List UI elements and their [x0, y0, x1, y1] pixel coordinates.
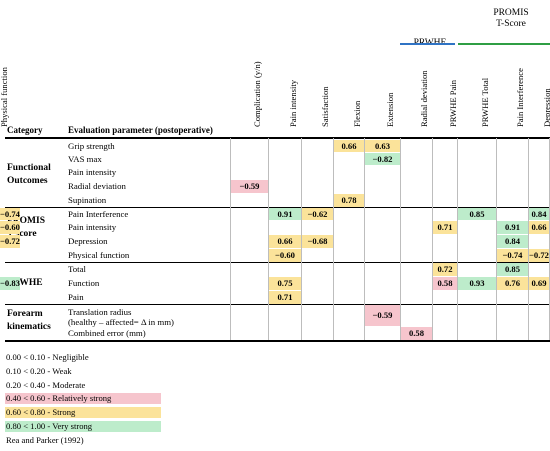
correlation-cell: −0.74 — [0, 207, 20, 220]
column-header: Satisfaction — [320, 86, 330, 127]
parameter-label: VAS max — [68, 154, 102, 164]
legend-entry: 0.60 < 0.80 - Strong — [5, 407, 161, 418]
correlation-cell: 0.75 — [269, 276, 301, 290]
group-bar-promis — [458, 43, 550, 45]
correlation-cell: 0.84 — [497, 234, 528, 248]
grid-line — [301, 138, 302, 340]
category-label: PROMIS T-score — [7, 216, 45, 239]
parameter-label: Pain intensity — [68, 222, 117, 232]
correlation-cell: 0.93 — [458, 276, 496, 290]
correlation-cell: 0.58 — [433, 276, 457, 290]
parameter-label: Pain Interference — [68, 209, 129, 219]
grid-line — [400, 138, 401, 340]
grid-line — [496, 138, 497, 340]
correlation-cell: −0.59 — [365, 304, 400, 326]
correlation-cell: 0.71 — [433, 220, 457, 234]
parameter-label: Pain — [68, 292, 84, 302]
correlation-cell: −0.60 — [0, 220, 20, 234]
column-header: Extension — [385, 92, 395, 127]
parameter-label: Supination — [68, 195, 107, 205]
column-header: Pain intensity — [287, 79, 298, 127]
correlation-cell: −0.60 — [269, 248, 301, 262]
correlation-cell: 0.85 — [497, 262, 528, 276]
group-label-promis: PROMIS T-Score — [493, 8, 529, 29]
column-header: PRWHE Pain — [447, 79, 458, 127]
column-header: Flexion — [351, 100, 362, 127]
group-bar-prwhe — [400, 43, 455, 45]
correlation-cell: −0.82 — [365, 152, 400, 165]
correlation-cell: 0.72 — [433, 262, 457, 276]
section-rule — [5, 304, 550, 305]
correlation-cell: 0.91 — [497, 220, 528, 234]
header-top-rule — [5, 137, 550, 139]
legend-entry: 0.80 < 1.00 - Very strong — [5, 421, 161, 432]
correlation-cell: −0.59 — [231, 179, 268, 193]
parameter-label: Total — [68, 264, 86, 274]
correlation-cell: −0.74 — [497, 248, 528, 262]
parameter-label: Physical function — [68, 250, 130, 260]
parameter-label: Grip strength — [68, 141, 115, 151]
correlation-cell: 0.71 — [269, 290, 301, 304]
correlation-cell: 0.63 — [365, 139, 400, 152]
column-header: Radial deviation — [419, 70, 429, 127]
correlation-cell: 0.69 — [529, 276, 549, 290]
category-label: Forearm kinematics — [7, 309, 51, 332]
category-label: Functional Outcomes — [7, 163, 51, 186]
correlation-cell: −0.62 — [302, 207, 333, 220]
parameter-label: Combined error (mm) — [68, 328, 146, 338]
legend-entry: 0.00 < 0.10 - Negligible — [6, 352, 89, 362]
grid-line — [364, 138, 365, 340]
grid-line — [230, 138, 231, 340]
correlation-cell: 0.76 — [497, 276, 528, 290]
column-header: PRWHE Total — [479, 77, 490, 127]
parameter-label: Pain intensity — [68, 167, 117, 177]
column-header: Pain Interference — [515, 68, 525, 127]
grid-line — [528, 138, 529, 340]
correlation-cell: 0.78 — [334, 193, 364, 207]
category-header: Category — [7, 125, 43, 135]
correlation-cell: 0.66 — [529, 220, 549, 234]
legend-entry: 0.10 < 0.20 - Weak — [6, 366, 72, 376]
correlation-cell: 0.58 — [401, 326, 432, 340]
legend-entry: 0.40 < 0.60 - Relatively strong — [5, 393, 161, 404]
column-header: Complication (y/n) — [252, 61, 262, 127]
category-label: PRWHE — [7, 278, 43, 288]
parameter-label: Translation radius (healthy – affected= … — [68, 307, 174, 327]
parameter-label: Depression — [68, 236, 108, 246]
grid-line — [432, 138, 433, 340]
correlation-cell: 0.85 — [458, 207, 496, 220]
table-bottom-rule — [5, 340, 550, 342]
grid-line — [333, 138, 334, 340]
citation: Rea and Parker (1992) — [6, 435, 84, 445]
parameter-label: Radial deviation — [68, 181, 126, 191]
correlation-cell: −0.72 — [529, 248, 549, 262]
parameter-label: Function — [68, 278, 100, 288]
grid-line — [457, 138, 458, 340]
correlation-cell: 0.91 — [269, 207, 301, 220]
column-header: Depression — [542, 88, 550, 127]
parameter-header: Evaluation parameter (postoperative) — [68, 125, 213, 135]
correlation-cell: −0.68 — [302, 234, 333, 248]
correlation-cell: −0.83 — [0, 276, 20, 290]
correlation-cell: 0.66 — [269, 234, 301, 248]
correlation-cell: 0.66 — [334, 139, 364, 152]
legend-entry: 0.20 < 0.40 - Moderate — [6, 380, 86, 390]
section-rule — [5, 262, 550, 263]
grid-line — [268, 138, 269, 340]
correlation-cell: 0.84 — [529, 207, 549, 220]
column-header: Physical function — [0, 67, 9, 127]
correlation-cell: −0.72 — [0, 234, 20, 248]
